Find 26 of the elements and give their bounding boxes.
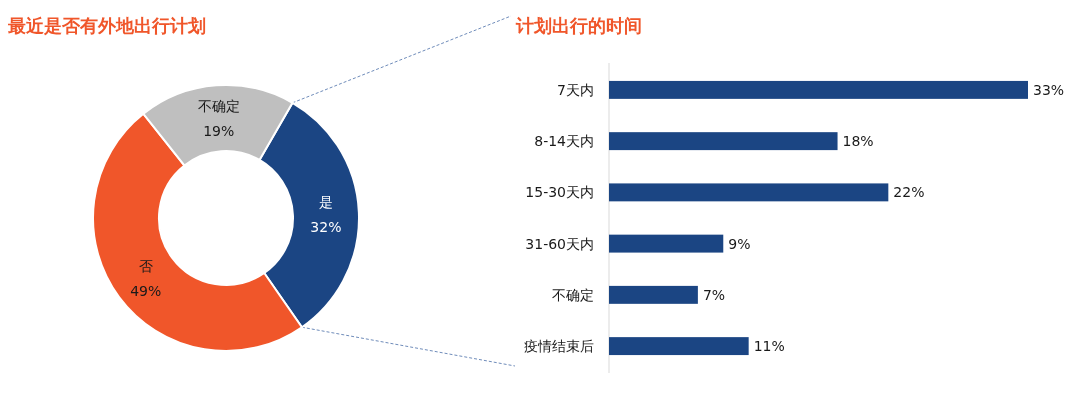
bar — [609, 132, 838, 151]
bar — [609, 80, 1028, 99]
bar — [609, 285, 698, 304]
y-tick-label: 7天内 — [557, 81, 594, 98]
slice-label: 否 — [138, 257, 153, 274]
bar — [609, 234, 724, 253]
slice-label: 是 — [318, 193, 333, 210]
y-tick-label: 31-60天内 — [525, 235, 594, 252]
data-label: 18% — [842, 133, 874, 150]
chart-title: 计划出行的时间 — [515, 15, 642, 36]
data-label: 49% — [130, 282, 162, 299]
y-tick-label: 8-14天内 — [534, 133, 594, 150]
data-label: 7% — [702, 286, 726, 303]
y-tick-label: 疫情结束后 — [524, 338, 594, 355]
y-tick-label: 15-30天内 — [525, 184, 594, 201]
data-label: 11% — [753, 338, 785, 355]
bar — [609, 337, 749, 356]
data-label: 32% — [310, 218, 342, 235]
bar — [609, 183, 889, 202]
data-label: 9% — [728, 235, 751, 252]
y-tick-label: 不确定 — [552, 286, 594, 303]
data-label: 22% — [893, 184, 925, 201]
data-label: 19% — [203, 123, 235, 140]
chart-title: 最近是否有外地出行计划 — [7, 15, 206, 36]
slice-label: 不确定 — [197, 98, 240, 115]
data-label: 33% — [1033, 81, 1065, 98]
